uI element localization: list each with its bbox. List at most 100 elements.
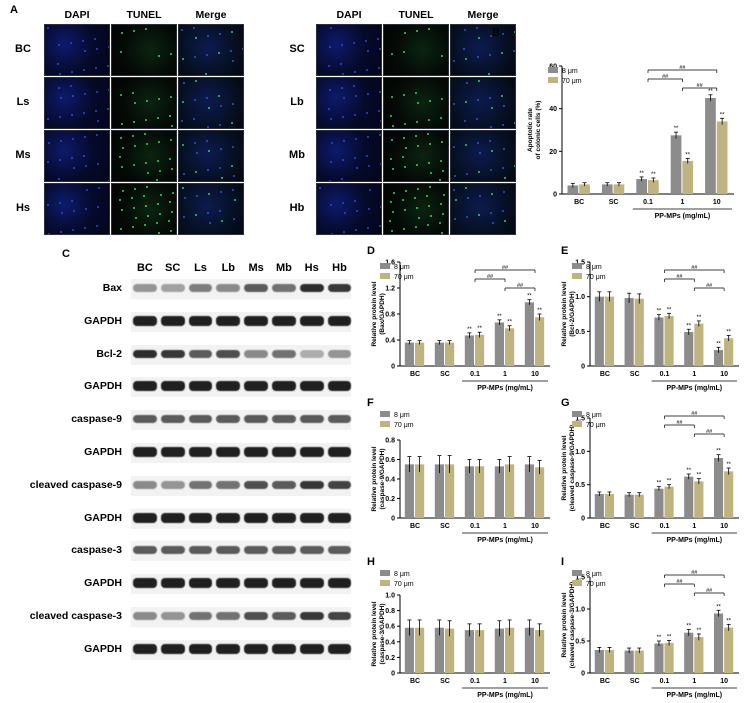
chart-i-significance-star: **: [697, 628, 702, 634]
column-header-tunel: TUNEL: [126, 9, 162, 21]
blot-band: [160, 284, 185, 292]
blot-band: [327, 512, 352, 523]
chart-i-bar-8um-SC: [624, 650, 634, 673]
chart-d-significance-star: **: [527, 294, 532, 300]
blot-band: [188, 381, 213, 392]
blot-band: [216, 315, 241, 326]
chart-b-y-tick-label: 40: [549, 106, 557, 113]
blot-label-caspase-9-4: caspase-9: [71, 413, 122, 426]
blot-band: [160, 578, 185, 589]
chart-e-significance-star: **: [686, 323, 691, 329]
chart-h-bar-8um-BC: [404, 627, 414, 673]
blot-band: [272, 480, 296, 489]
blot-band: [299, 447, 324, 457]
blot-band: [299, 643, 324, 654]
blot-band: [299, 480, 324, 489]
chart-d-sig-mark: ##: [517, 283, 524, 289]
blot-band: [216, 643, 241, 654]
column-header-merge: Merge: [467, 9, 499, 21]
chart-i-y-tick-label: 0.5: [575, 639, 585, 646]
lane-label-lb: Lb: [221, 262, 236, 274]
chart-g-bar-8um-BC: [594, 494, 604, 518]
chart-f-bar-70um-0.1: [475, 466, 485, 518]
micrograph-dapi-hb: [316, 183, 382, 235]
chart-e-sig-mark: ##: [691, 265, 698, 271]
chart-f-bar-8um-10: [524, 464, 534, 518]
blot-label-gapdh-9: GAPDH: [84, 577, 122, 590]
chart-f-x-tick-label: 10: [531, 523, 539, 530]
chart-f-bar-70um-1: [505, 464, 515, 518]
blot-band: [188, 643, 213, 654]
blot-label-cleaved-caspase-3-10: cleaved caspase-3: [29, 610, 122, 622]
chart-h-y-label: Relative protein level: [371, 601, 378, 666]
blot-band: [244, 315, 268, 326]
chart-e-legend-swatch: [572, 263, 582, 269]
chart-b-legend-label: 8 μm: [562, 68, 578, 75]
chart-e-y-tick-label: 1.0: [575, 294, 585, 301]
blot-strip: [131, 508, 352, 529]
chart-i-x-tick-label: 10: [720, 678, 728, 685]
blot-strip: [131, 574, 352, 595]
blot-strip: [131, 475, 352, 496]
chart-d-bar-70um-SC: [445, 342, 455, 366]
blot-band: [244, 643, 268, 654]
chart-i-bar-8um-1: [684, 632, 694, 673]
chart-i-x-label: PP-MPs (mg/mL): [666, 692, 722, 699]
blot-band: [133, 447, 157, 457]
chart-b-x-tick-label: 1: [680, 199, 684, 206]
micrograph-tunel-hs: [111, 183, 177, 235]
blot-band: [327, 643, 352, 654]
blot-band: [244, 546, 268, 555]
blot-band: [133, 381, 157, 392]
chart-g-y-tick-label: 0: [581, 516, 585, 523]
chart-b-significance-star: **: [720, 112, 725, 118]
chart-h-legend-label: 70 μm: [394, 581, 414, 588]
blot-band: [272, 512, 296, 523]
chart-h-x-tick-label: 0.1: [470, 678, 480, 685]
blot-band: [299, 546, 324, 555]
blot-band: [244, 480, 268, 489]
blot-band: [133, 578, 157, 589]
chart-h-bar-8um-1: [494, 628, 504, 673]
row-label-hs: Hs: [15, 202, 31, 214]
blot-band: [272, 284, 296, 292]
blot-strip: [131, 410, 352, 431]
chart-g-significance-star: **: [726, 462, 731, 468]
chart-b-significance-star: **: [651, 172, 656, 178]
chart-h-bar-8um-10: [524, 627, 534, 673]
blot-band: [216, 546, 241, 555]
chart-g-x-tick-label: SC: [630, 523, 640, 530]
chart-h-y-tick-label: 0: [391, 671, 395, 678]
chart-b-x-tick-label: 0.1: [643, 199, 653, 206]
blot-label-cleaved-caspase-9-6: cleaved caspase-9: [29, 478, 122, 491]
blot-band: [299, 381, 324, 392]
blot-band: [216, 480, 241, 489]
chart-b-bar-70um-10: [716, 121, 728, 194]
blot-band: [272, 415, 296, 424]
chart-g-bar-70um-BC: [604, 494, 615, 518]
chart-g-x-tick-label: 1: [692, 523, 696, 530]
chart-h-y-tick-label: 0.4: [385, 639, 395, 646]
chart-b-y-tick-label: 0: [553, 192, 557, 199]
column-header-merge: Merge: [195, 9, 227, 21]
blot-band: [133, 284, 157, 292]
chart-i-significance-star: **: [667, 634, 672, 640]
blot-band: [160, 546, 185, 555]
chart-d-bar-8um-10: [524, 302, 534, 366]
chart-g-legend-label: 8 μm: [586, 412, 602, 419]
chart-d-bar-8um-1: [494, 322, 504, 366]
blot-band: [272, 578, 296, 589]
blot-band: [188, 349, 213, 358]
chart-g-bar-70um-10: [724, 471, 734, 518]
blot-band: [160, 480, 185, 489]
chart-g-significance-star: **: [716, 449, 721, 455]
chart-g-legend-label: 70 μm: [586, 422, 606, 429]
chart-b-bar-8um-SC: [601, 184, 613, 194]
row-label-ms: Ms: [15, 149, 31, 161]
column-header-dapi: DAPI: [336, 9, 362, 21]
chart-g-bar-8um-0.1: [654, 488, 664, 518]
chart-e-y-tick-label: 1.5: [575, 260, 585, 267]
chart-g-significance-star: **: [686, 468, 691, 474]
chart-i-significance-star: **: [726, 618, 731, 624]
blot-band: [216, 381, 241, 392]
